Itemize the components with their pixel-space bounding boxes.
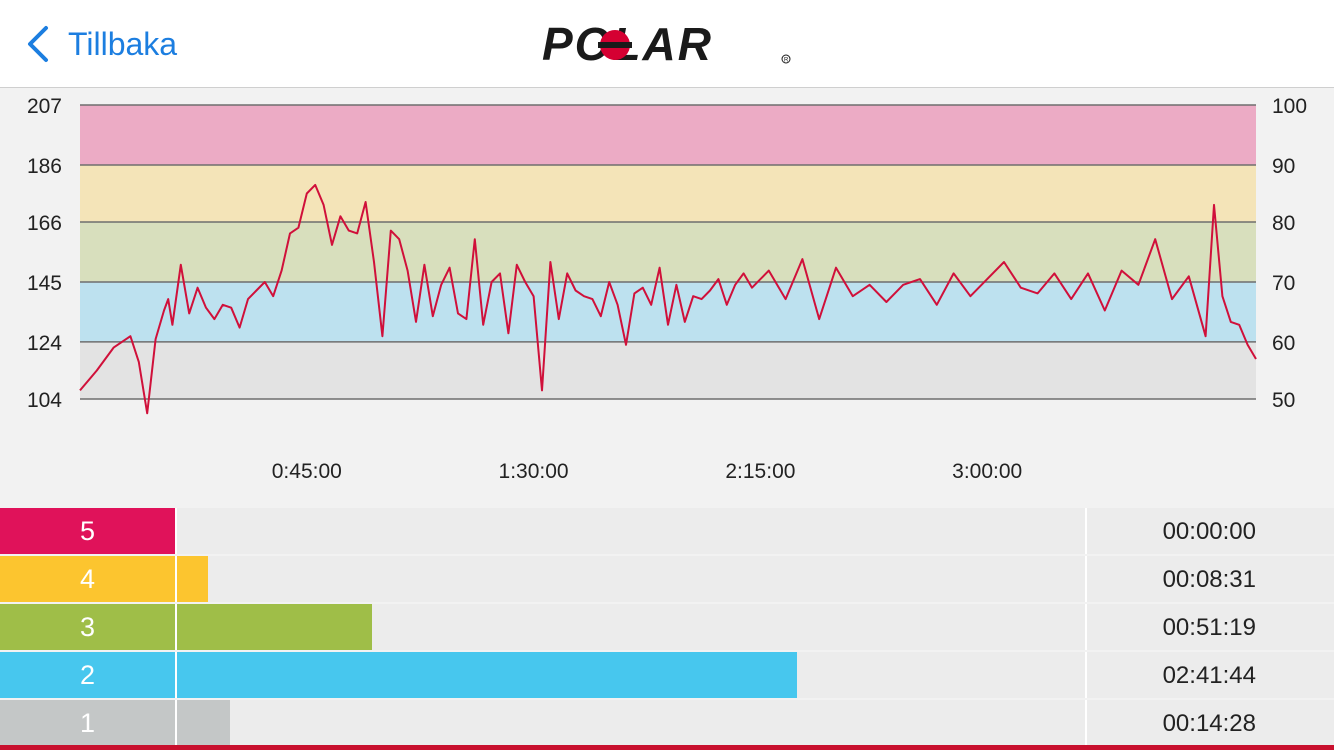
zone-divider — [175, 556, 177, 602]
y-left-tick-label: 145 — [27, 272, 62, 295]
zone-row-4: 4 00:08:31 — [0, 556, 1334, 602]
zone-bar — [0, 604, 372, 650]
polar-logo: POLAR R — [542, 22, 791, 68]
zone-row-3: 3 00:51:19 — [0, 604, 1334, 650]
y-right-tick-label: 80 — [1272, 212, 1295, 235]
zone-divider — [175, 700, 177, 746]
zone-divider — [175, 508, 177, 554]
zone-time: 02:41:44 — [1162, 662, 1256, 689]
y-left-tick-label: 186 — [27, 155, 62, 178]
zone-time: 00:00:00 — [1162, 518, 1256, 545]
x-tick-label: 2:15:00 — [725, 460, 795, 483]
zone-bar — [0, 556, 208, 602]
back-button[interactable]: Tillbaka — [24, 22, 177, 66]
zone-time-divider — [1085, 556, 1087, 602]
zone-time-divider — [1085, 700, 1087, 746]
zone-time: 00:08:31 — [1162, 566, 1256, 593]
zone-number: 1 — [79, 708, 96, 738]
zone-band-5 — [80, 105, 1256, 165]
y-right-tick-label: 100 — [1272, 95, 1307, 118]
zone-divider — [175, 652, 177, 698]
zone-row-2: 2 02:41:44 — [0, 652, 1334, 698]
zone-number: 2 — [79, 660, 96, 690]
y-right-tick-label: 50 — [1272, 389, 1295, 412]
zone-bar — [0, 508, 175, 554]
zone-time-divider — [1085, 652, 1087, 698]
zone-bar — [0, 652, 797, 698]
zone-band-3 — [80, 222, 1256, 282]
bottom-accent-line — [0, 745, 1334, 750]
zone-band-1 — [80, 341, 1256, 399]
y-left-tick-label: 104 — [27, 389, 62, 412]
x-tick-label: 1:30:00 — [499, 460, 569, 483]
y-right-tick-label: 90 — [1272, 155, 1295, 178]
zone-time-divider — [1085, 604, 1087, 650]
zone-number: 5 — [79, 516, 96, 546]
y-right-tick-label: 70 — [1272, 272, 1295, 295]
zone-divider — [175, 604, 177, 650]
heart-rate-line — [79, 183, 1257, 415]
x-tick-label: 3:00:00 — [952, 460, 1022, 483]
heart-rate-chart: 104 124 145 166 186 207 50 60 70 80 90 100 0:45:00 1:… — [27, 95, 1307, 483]
back-label: Tillbaka — [68, 25, 178, 62]
zone-row-5: 5 00:00:00 — [0, 508, 1334, 554]
zone-number: 4 — [79, 564, 96, 594]
y-right-tick-label: 60 — [1272, 332, 1295, 355]
zone-band-4 — [80, 164, 1256, 223]
zone-time: 00:14:28 — [1162, 710, 1256, 737]
svg-text:R: R — [784, 58, 789, 64]
chevron-left-icon — [28, 26, 48, 62]
y-left-tick-label: 207 — [27, 95, 62, 118]
x-tick-label: 0:45:00 — [272, 460, 342, 483]
y-left-tick-label: 166 — [27, 212, 62, 235]
zone-band-2 — [80, 281, 1256, 342]
y-left-tick-label: 124 — [27, 332, 62, 355]
zone-time-divider — [1085, 508, 1087, 554]
zone-number: 3 — [79, 612, 96, 642]
zone-summary: 5 00:00:00 4 00:08:31 3 00:51:19 2 02:41:44 1 00:… — [0, 507, 1334, 750]
zone-time: 00:51:19 — [1162, 614, 1256, 641]
zone-bar — [0, 700, 231, 746]
top-bar: Tillbaka POLAR R — [0, 0, 1334, 88]
zone-row-1: 1 00:14:28 — [0, 700, 1334, 746]
